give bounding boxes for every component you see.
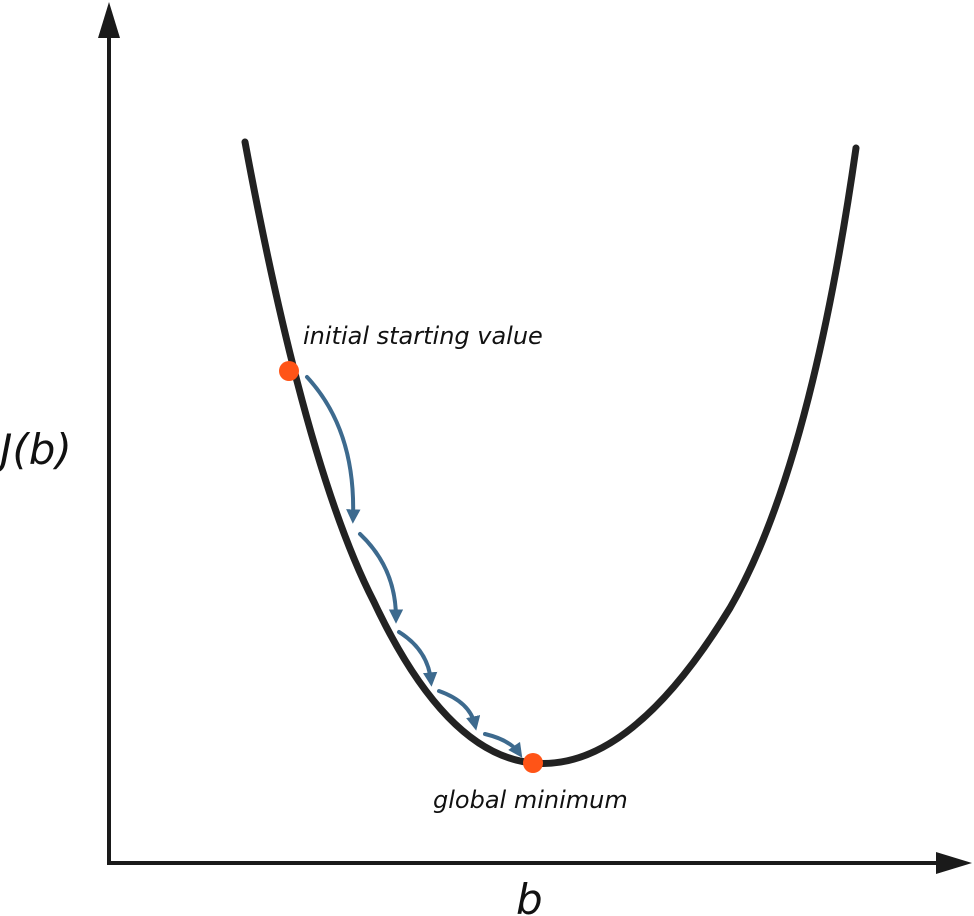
y-axis-title: J(b) bbox=[0, 425, 72, 474]
minimum-point-marker bbox=[523, 753, 543, 773]
cost-curve bbox=[241, 138, 860, 767]
y-axis-arrowhead bbox=[98, 2, 120, 38]
descent-step-arrow bbox=[483, 732, 523, 758]
axes bbox=[98, 2, 972, 874]
descent-step-arrow bbox=[397, 630, 438, 687]
x-axis-arrowhead bbox=[936, 852, 972, 874]
minimum-point-label: global minimum bbox=[433, 786, 628, 814]
descent-step-arrow bbox=[305, 375, 361, 524]
descent-steps bbox=[305, 375, 523, 758]
descent-step-arrow bbox=[358, 532, 404, 624]
start-point-marker bbox=[279, 361, 299, 381]
start-point-label: initial starting value bbox=[303, 322, 543, 350]
x-axis-title: b bbox=[516, 875, 543, 916]
descent-step-arrow bbox=[437, 689, 481, 731]
